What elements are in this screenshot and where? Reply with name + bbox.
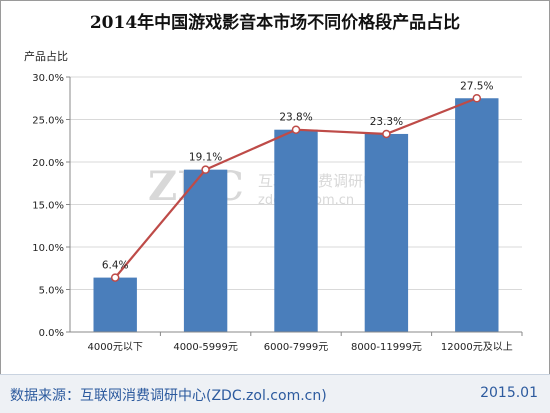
x-tick-label: 8000-11999元 [351,342,422,353]
bar [93,277,137,332]
bars [93,98,499,332]
footer-bar: 数据来源：互联网消费调研中心(ZDC.zol.com.cn) 2015.01 [0,374,550,413]
data-label: 6.4% [102,260,129,272]
footer-source: 数据来源：互联网消费调研中心(ZDC.zol.com.cn) [10,388,327,404]
data-labels: 6.4% 19.1% 23.8% 23.3% 27.5% [102,80,494,271]
y-tick-label: 15.0% [32,201,64,212]
y-tick-label: 30.0% [32,73,64,84]
y-tick-label: 5.0% [39,286,64,297]
trend-point [472,94,482,103]
chart-title: 2014年中国游戏影音本市场不同价格段产品占比 [89,13,461,33]
data-label: 19.1% [189,152,222,164]
trend-point [382,129,391,139]
data-label: 23.3% [370,116,403,128]
y-tick-label: 0.0% [39,328,64,339]
x-tick-label: 4000-5999元 [173,342,238,353]
trend-point [291,125,301,134]
bar [274,129,318,332]
data-label: 27.5% [460,80,493,92]
axes: 0.0% 5.0% 10.0% 15.0% 20.0% 25.0% 30.0% 4000元以下… [32,73,523,353]
footer-date: 2015.01 [480,385,538,401]
bar [455,98,499,332]
x-tick-label: 6000-7999元 [264,342,329,353]
y-tick-label: 10.0% [32,243,64,254]
x-tick-label: 12000元及以上 [441,341,513,353]
trend-point [110,273,120,282]
y-tick-label: 25.0% [32,116,64,127]
y-tick-label: 20.0% [32,158,64,169]
bar [364,133,409,332]
trend-point [201,165,210,174]
trend-line [110,94,482,282]
bar [183,169,228,332]
x-tick-label: 4000元以下 [87,342,142,353]
data-label: 23.8% [279,112,312,124]
y-axis-label: 产品占比 [24,50,68,63]
